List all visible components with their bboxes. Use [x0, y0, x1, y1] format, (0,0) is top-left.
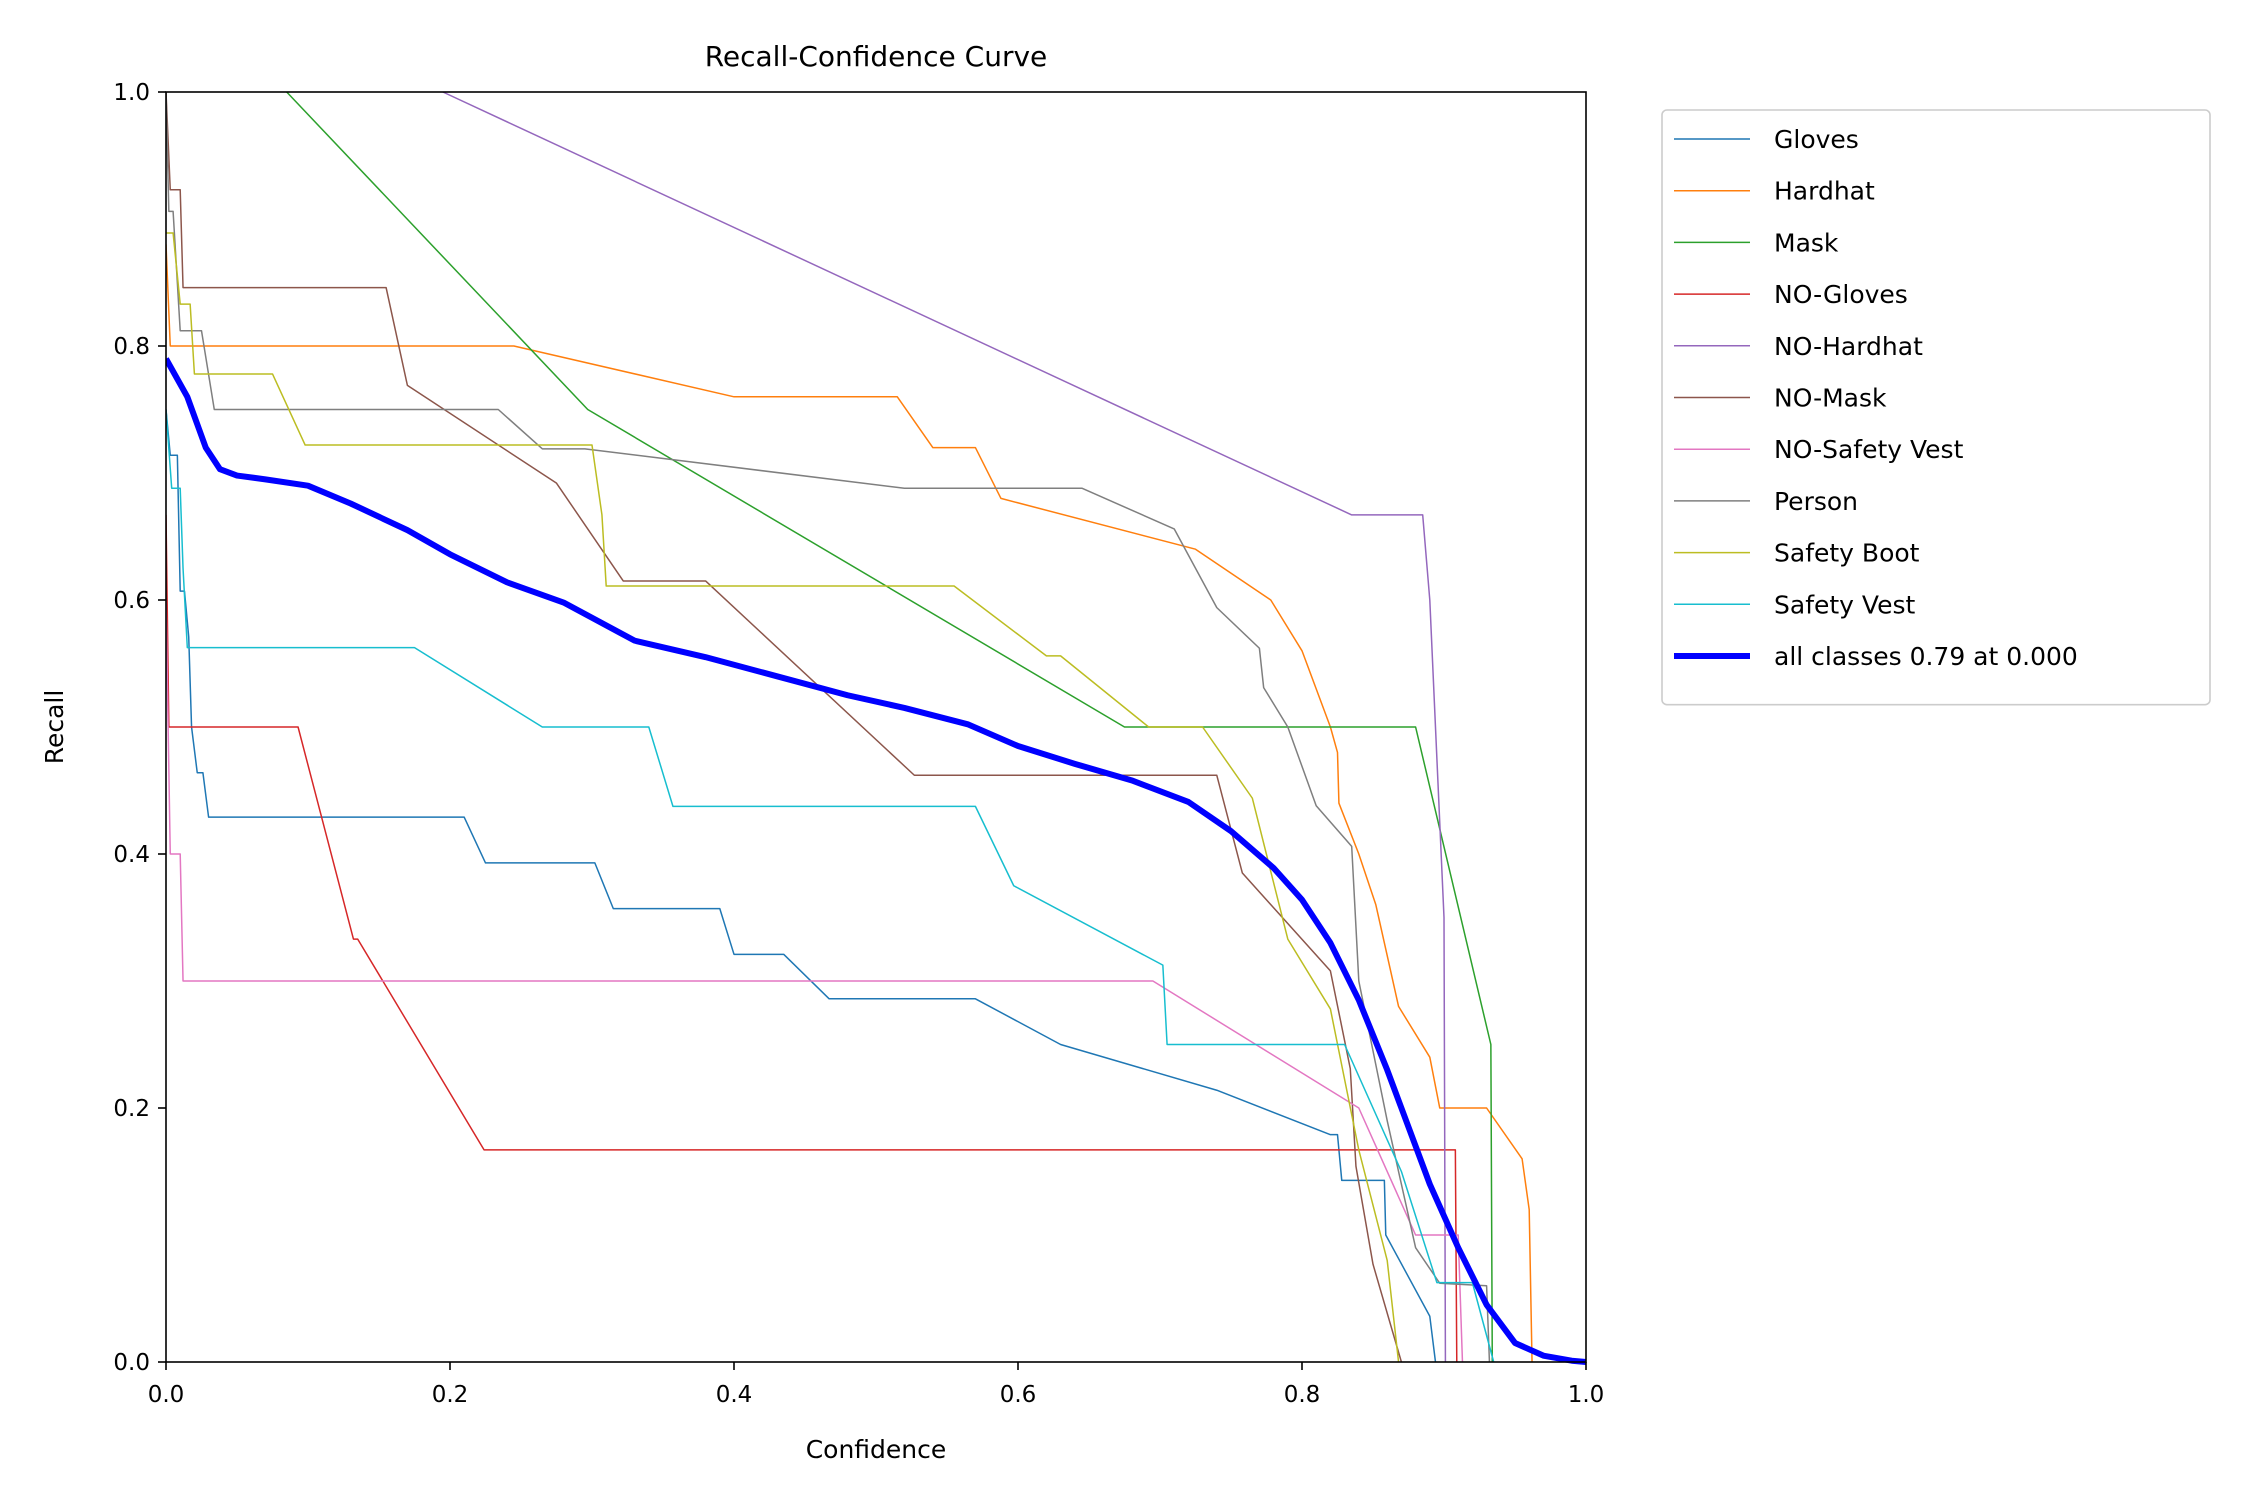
legend-label: Safety Boot — [1774, 539, 1920, 568]
x-tick-label: 0.0 — [148, 1382, 185, 1408]
y-tick-label: 0.0 — [113, 1350, 150, 1376]
series-layer — [166, 91, 1587, 1365]
legend-label: NO-Safety Vest — [1774, 435, 1964, 464]
x-tick-label: 0.4 — [716, 1382, 753, 1408]
series-line-no-hardhat — [442, 91, 1447, 1363]
legend-label: Person — [1774, 487, 1858, 516]
axis-layer: 0.0 0.2 0.4 0.6 0.8 1.0 0.0 0.2 0.4 0.6 0.8 1.0 — [113, 80, 1604, 1408]
legend: Gloves Hardhat Mask NO-Gloves NO-Hardhat NO-M… — [1661, 109, 2211, 706]
series-line-safety-boot — [166, 232, 1400, 1363]
y-tick-label: 0.2 — [113, 1096, 150, 1122]
legend-label: NO-Mask — [1774, 384, 1887, 413]
legend-label: Gloves — [1774, 125, 1859, 154]
legend-label: NO-Gloves — [1774, 280, 1908, 309]
legend-label: Hardhat — [1774, 177, 1875, 206]
legend-label: all classes 0.79 at 0.000 — [1774, 642, 2078, 671]
x-tick-label: 1.0 — [1568, 1382, 1605, 1408]
legend-frame — [1661, 109, 2211, 706]
series-line-all-classes-0-79-at-0-000 — [166, 357, 1587, 1365]
series-line-no-mask — [166, 91, 1403, 1363]
legend-label: Mask — [1774, 228, 1839, 257]
x-tick-label: 0.2 — [432, 1382, 469, 1408]
y-tick-label: 1.0 — [113, 80, 150, 106]
y-tick-label: 0.6 — [113, 588, 150, 614]
plot-area-frame — [165, 91, 1587, 1363]
series-line-no-safety-vest — [166, 599, 1464, 1363]
legend-label: Safety Vest — [1774, 590, 1915, 619]
chart-title: Recall-Confidence Curve — [705, 40, 1048, 73]
x-tick-label: 0.6 — [1000, 1382, 1037, 1408]
series-line-safety-vest — [166, 409, 1495, 1363]
series-line-person — [166, 91, 1491, 1363]
series-line-hardhat — [166, 244, 1533, 1363]
x-tick-label: 0.8 — [1284, 1382, 1321, 1408]
y-axis-title: Recall — [40, 690, 69, 765]
legend-label: NO-Hardhat — [1774, 332, 1923, 361]
x-axis-title: Confidence — [806, 1435, 947, 1464]
y-tick-label: 0.4 — [113, 842, 150, 868]
series-line-gloves — [166, 409, 1437, 1363]
series-line-mask — [286, 91, 1494, 1363]
y-tick-label: 0.8 — [113, 334, 150, 360]
series-line-no-gloves — [166, 514, 1458, 1363]
